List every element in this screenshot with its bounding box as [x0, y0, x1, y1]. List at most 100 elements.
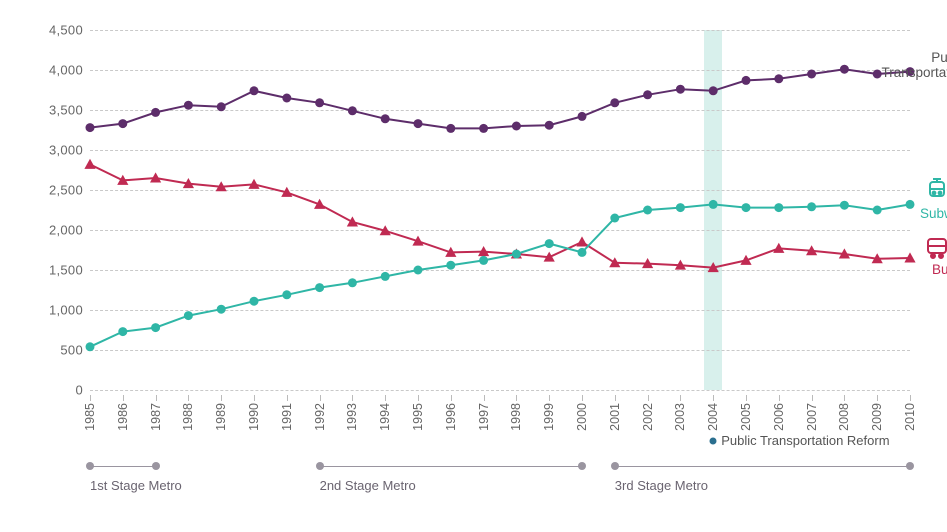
- series-marker: [84, 159, 95, 169]
- reform-marker-dot: [710, 438, 717, 445]
- y-tick-label: 3,000: [35, 143, 83, 158]
- x-tick-label: 1988: [181, 403, 195, 431]
- x-tick: [385, 395, 386, 401]
- reform-label: Public Transportation Reform: [721, 433, 889, 448]
- series-marker: [545, 121, 554, 130]
- y-tick-label: 2,000: [35, 223, 83, 238]
- series-marker: [643, 206, 652, 215]
- x-tick-label: 2009: [870, 403, 884, 431]
- series-line-bus: [90, 164, 910, 267]
- series-marker: [610, 98, 619, 107]
- x-tick-label: 1991: [280, 403, 294, 431]
- x-tick-label: 1985: [83, 403, 97, 431]
- series-marker: [774, 203, 783, 212]
- x-tick-label: 1990: [247, 403, 261, 431]
- series-marker: [118, 327, 127, 336]
- stage-endpoint-dot: [316, 462, 324, 470]
- series-marker: [184, 311, 193, 320]
- x-tick: [779, 395, 780, 401]
- x-tick-label: 1989: [214, 403, 228, 431]
- series-marker: [348, 278, 357, 287]
- stage-endpoint-dot: [611, 462, 619, 470]
- series-marker: [446, 124, 455, 133]
- series-marker: [86, 123, 95, 132]
- x-tick: [680, 395, 681, 401]
- series-marker: [906, 200, 915, 209]
- x-tick: [844, 395, 845, 401]
- y-tick-label: 3,500: [35, 103, 83, 118]
- y-tick-label: 1,500: [35, 263, 83, 278]
- x-tick-label: 1997: [477, 403, 491, 431]
- x-tick: [320, 395, 321, 401]
- x-tick: [221, 395, 222, 401]
- x-tick-label: 2000: [575, 403, 589, 431]
- x-tick-label: 1987: [149, 403, 163, 431]
- x-tick-label: 1993: [345, 403, 359, 431]
- series-marker: [86, 342, 95, 351]
- x-tick-label: 2002: [641, 403, 655, 431]
- bus-icon: [924, 236, 947, 265]
- x-tick: [188, 395, 189, 401]
- series-marker: [151, 108, 160, 117]
- x-tick: [615, 395, 616, 401]
- stage-label: 2nd Stage Metro: [320, 478, 416, 493]
- x-tick: [877, 395, 878, 401]
- series-marker: [250, 297, 259, 306]
- series-marker: [512, 122, 521, 131]
- stage-line: [320, 466, 582, 467]
- series-marker: [643, 90, 652, 99]
- series-svg: [90, 30, 910, 390]
- stage-line: [615, 466, 910, 467]
- series-marker: [578, 248, 587, 257]
- grid-line: [90, 390, 910, 391]
- x-tick: [287, 395, 288, 401]
- series-marker: [873, 70, 882, 79]
- series-marker: [315, 98, 324, 107]
- series-marker: [840, 201, 849, 210]
- y-tick-label: 4,000: [35, 63, 83, 78]
- x-tick-label: 1996: [444, 403, 458, 431]
- stage-label: 3rd Stage Metro: [615, 478, 708, 493]
- series-marker: [676, 85, 685, 94]
- stage-endpoint-dot: [152, 462, 160, 470]
- stage-indicators: 1st Stage Metro 2nd Stage Metro 3rd Stage …: [90, 460, 910, 510]
- x-tick-label: 2008: [837, 403, 851, 431]
- series-marker: [315, 283, 324, 292]
- series-marker: [282, 94, 291, 103]
- x-tick: [648, 395, 649, 401]
- series-marker: [347, 216, 358, 226]
- series-marker: [381, 114, 390, 123]
- series-marker: [578, 112, 587, 121]
- x-tick-label: 1999: [542, 403, 556, 431]
- x-tick-label: 2007: [805, 403, 819, 431]
- series-marker: [151, 323, 160, 332]
- stage-endpoint-dot: [906, 462, 914, 470]
- series-marker: [840, 65, 849, 74]
- x-tick: [516, 395, 517, 401]
- x-tick: [254, 395, 255, 401]
- series-marker: [576, 236, 587, 246]
- x-tick: [451, 395, 452, 401]
- series-marker: [250, 86, 259, 95]
- series-marker: [807, 202, 816, 211]
- stage-endpoint-dot: [578, 462, 586, 470]
- x-tick: [156, 395, 157, 401]
- stage-label: 1st Stage Metro: [90, 478, 182, 493]
- x-tick: [123, 395, 124, 401]
- x-tick-label: 2003: [673, 403, 687, 431]
- x-tick: [549, 395, 550, 401]
- x-tick-label: 2005: [739, 403, 753, 431]
- plot-area: 05001,0001,5002,0002,5003,0003,5004,0004…: [90, 30, 910, 390]
- series-marker: [184, 101, 193, 110]
- series-marker: [381, 272, 390, 281]
- series-marker: [118, 119, 127, 128]
- x-tick: [90, 395, 91, 401]
- series-marker: [709, 200, 718, 209]
- series-marker: [873, 206, 882, 215]
- y-tick-label: 0: [35, 383, 83, 398]
- chart-container: 05001,0001,5002,0002,5003,0003,5004,0004…: [30, 20, 920, 510]
- x-tick-label: 1986: [116, 403, 130, 431]
- y-tick-label: 4,500: [35, 23, 83, 38]
- series-marker: [414, 119, 423, 128]
- series-marker: [512, 250, 521, 259]
